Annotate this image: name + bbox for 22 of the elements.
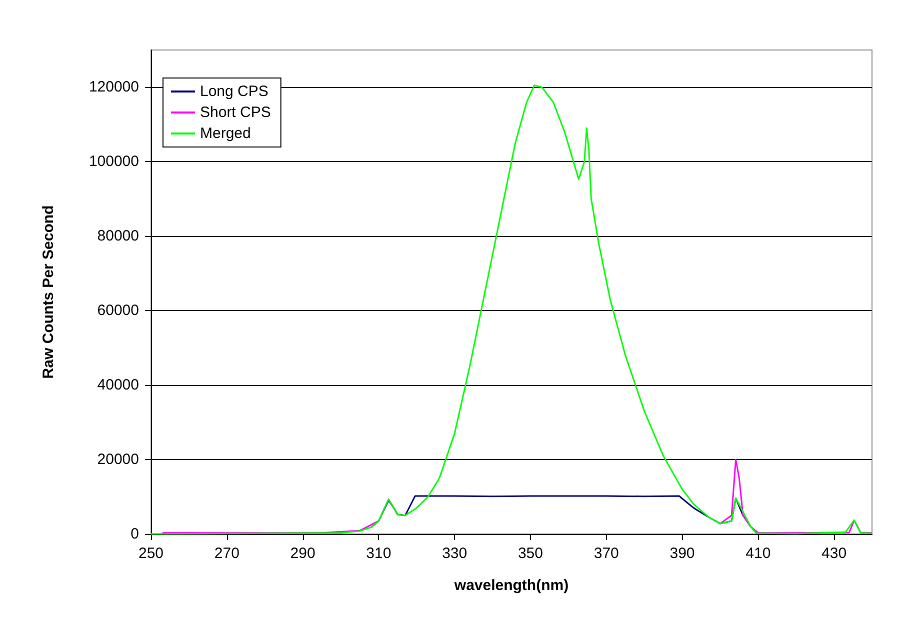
x-tick-label: 370 — [594, 545, 619, 562]
legend-label: Short CPS — [200, 104, 271, 121]
x-tick-label: 290 — [290, 545, 316, 562]
x-tick-label: 270 — [214, 545, 240, 562]
y-axis-title: Raw Counts Per Second — [40, 205, 57, 379]
legend-label: Merged — [200, 125, 251, 142]
y-tick-label: 60000 — [97, 302, 139, 320]
y-tick-label: 20000 — [97, 451, 139, 468]
x-tick-label: 310 — [366, 545, 392, 562]
legend-label: Long CPS — [200, 83, 268, 100]
x-tick-label: 250 — [138, 545, 164, 562]
x-tick-label: 390 — [670, 545, 695, 562]
y-tick-label: 80000 — [97, 228, 139, 245]
y-tick-label: 100000 — [88, 153, 139, 170]
y-tick-label: 120000 — [88, 78, 139, 96]
x-tick-label: 350 — [518, 545, 543, 562]
x-tick-label: 330 — [442, 545, 468, 562]
y-tick-label: 0 — [130, 526, 139, 542]
x-tick-label: 410 — [746, 545, 771, 562]
x-axis-title: wavelength(nm) — [453, 577, 569, 594]
y-tick-label: 40000 — [97, 376, 139, 394]
x-tick-label: 430 — [822, 545, 847, 562]
